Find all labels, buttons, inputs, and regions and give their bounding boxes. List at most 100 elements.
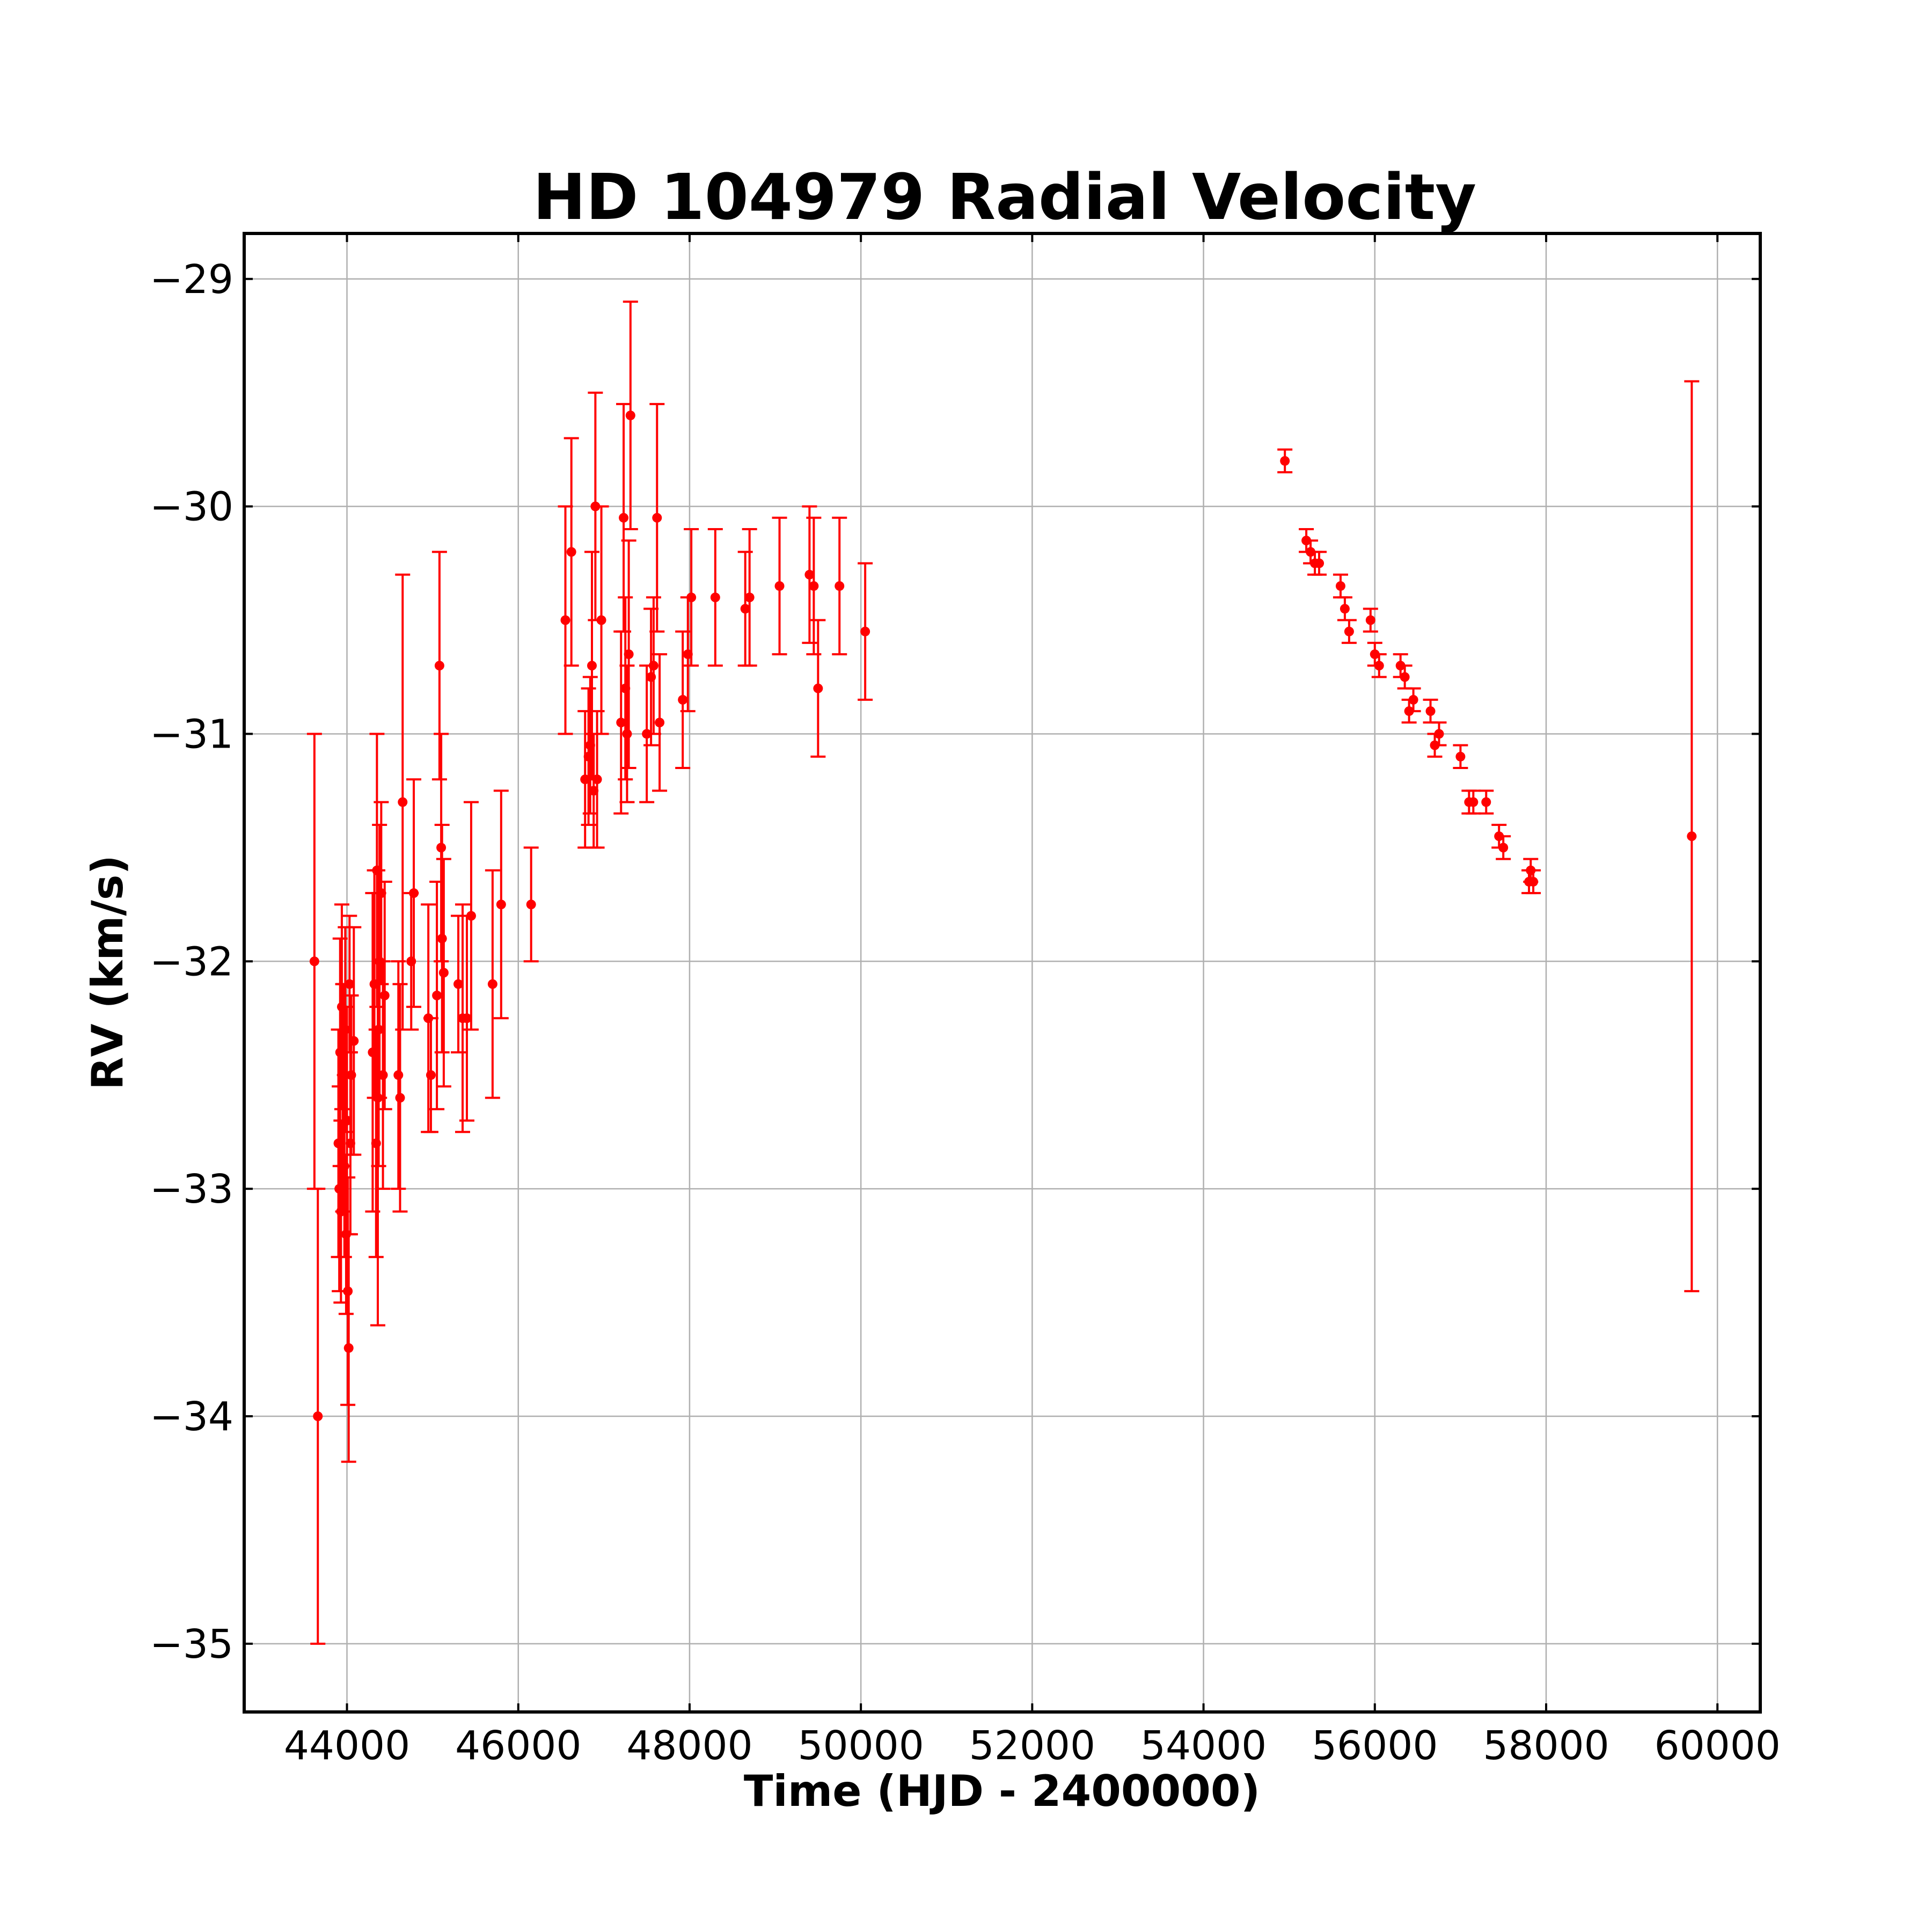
data-point <box>740 604 750 614</box>
data-point <box>655 718 665 728</box>
data-point <box>349 1036 359 1046</box>
error-bar-point <box>649 402 665 633</box>
error-bar-point <box>406 778 422 1008</box>
data-point <box>1455 751 1466 762</box>
error-bar-point <box>431 551 447 781</box>
error-bar-point <box>463 801 479 1031</box>
data-point <box>438 968 449 978</box>
plot-frame <box>243 232 1762 1714</box>
data-points <box>306 301 1700 1645</box>
error-bar-point <box>675 630 691 770</box>
error-bar-point <box>341 1233 356 1463</box>
data-point <box>813 683 823 693</box>
data-point <box>1498 843 1509 853</box>
error-bar-point <box>646 596 661 735</box>
error-bar-point <box>1526 869 1541 895</box>
data-point <box>309 956 319 967</box>
y-tick-label: −34 <box>150 1394 233 1440</box>
error-bar-point <box>1406 687 1421 713</box>
data-point <box>1400 672 1410 682</box>
x-tick-label: 56000 <box>1312 1723 1438 1769</box>
x-tick-label: 50000 <box>797 1723 924 1769</box>
error-bar-point <box>584 551 599 781</box>
error-bar-point <box>395 573 411 1031</box>
y-axis-label: RV (km/s) <box>83 855 133 1090</box>
error-bar-point <box>564 437 579 667</box>
data-point <box>345 979 355 989</box>
data-point <box>466 911 476 921</box>
error-bar-point <box>1431 721 1447 747</box>
data-point <box>809 581 819 591</box>
data-point <box>1481 797 1491 807</box>
error-bar-point <box>523 846 539 963</box>
data-point <box>1365 615 1375 625</box>
data-point <box>686 592 697 603</box>
y-tick-label: −30 <box>150 484 233 530</box>
error-bar-point <box>1277 448 1293 474</box>
error-bar-point <box>1341 619 1357 644</box>
axis-ticks: 44000 46000 48000 50000 52000 54000 56000 58000… <box>150 233 1781 1769</box>
data-point <box>624 649 634 660</box>
data-point <box>395 1093 405 1103</box>
data-point <box>774 581 785 591</box>
data-point <box>625 411 635 421</box>
error-bar-point <box>684 528 699 667</box>
error-bar-point <box>742 528 757 667</box>
chart-title: HD 104979 Radial Velocity <box>533 160 1476 234</box>
error-bar-point <box>1371 653 1387 678</box>
data-point <box>652 513 662 523</box>
data-point <box>1687 831 1697 841</box>
error-bar-point <box>1363 608 1378 633</box>
error-bar-point <box>436 858 451 1088</box>
error-bar-point <box>652 653 668 792</box>
data-point <box>462 1013 472 1023</box>
data-point <box>437 933 447 943</box>
data-point <box>587 661 597 671</box>
error-bar-point <box>377 880 392 1110</box>
data-point <box>1528 876 1539 887</box>
error-bar-point <box>346 926 362 1156</box>
data-point <box>678 694 688 705</box>
error-bar-point <box>1333 573 1348 599</box>
error-bar-point <box>810 619 826 758</box>
error-bar-point <box>858 562 873 701</box>
data-point <box>1374 661 1384 671</box>
data-point <box>1335 581 1345 591</box>
y-tick-label: −33 <box>150 1166 233 1212</box>
data-point <box>526 899 536 910</box>
data-point <box>616 718 626 728</box>
data-point <box>487 979 497 989</box>
data-point <box>560 615 570 625</box>
error-bar-point <box>1479 789 1494 815</box>
error-bar-point <box>594 505 609 735</box>
data-point <box>453 979 464 989</box>
error-bar-point <box>623 301 638 530</box>
data-point <box>1408 694 1418 705</box>
data-point <box>1314 558 1324 568</box>
x-tick-label: 58000 <box>1483 1723 1609 1769</box>
data-point <box>432 990 442 1000</box>
y-tick-label: −31 <box>150 711 233 757</box>
error-bar-point <box>832 516 847 656</box>
x-tick-label: 44000 <box>284 1723 410 1769</box>
data-point <box>744 592 755 603</box>
error-bar-point <box>707 528 723 667</box>
grid-lines <box>244 233 1760 1712</box>
data-point <box>1340 604 1350 614</box>
y-tick-label: −35 <box>150 1621 233 1667</box>
error-bar-point <box>1496 835 1511 860</box>
data-point <box>378 1070 388 1080</box>
error-bar-point <box>1684 380 1700 1292</box>
data-point <box>1468 797 1479 807</box>
data-point <box>434 661 444 671</box>
error-bar-point <box>1466 789 1481 815</box>
x-tick-label: 46000 <box>455 1723 581 1769</box>
x-tick-label: 60000 <box>1654 1723 1780 1769</box>
data-point <box>379 990 390 1000</box>
error-bar-point <box>310 1188 326 1645</box>
data-point <box>398 797 408 807</box>
error-bar-point <box>368 1028 384 1258</box>
data-point <box>566 547 576 557</box>
data-point <box>313 1411 323 1421</box>
error-bar-point <box>1312 551 1327 576</box>
